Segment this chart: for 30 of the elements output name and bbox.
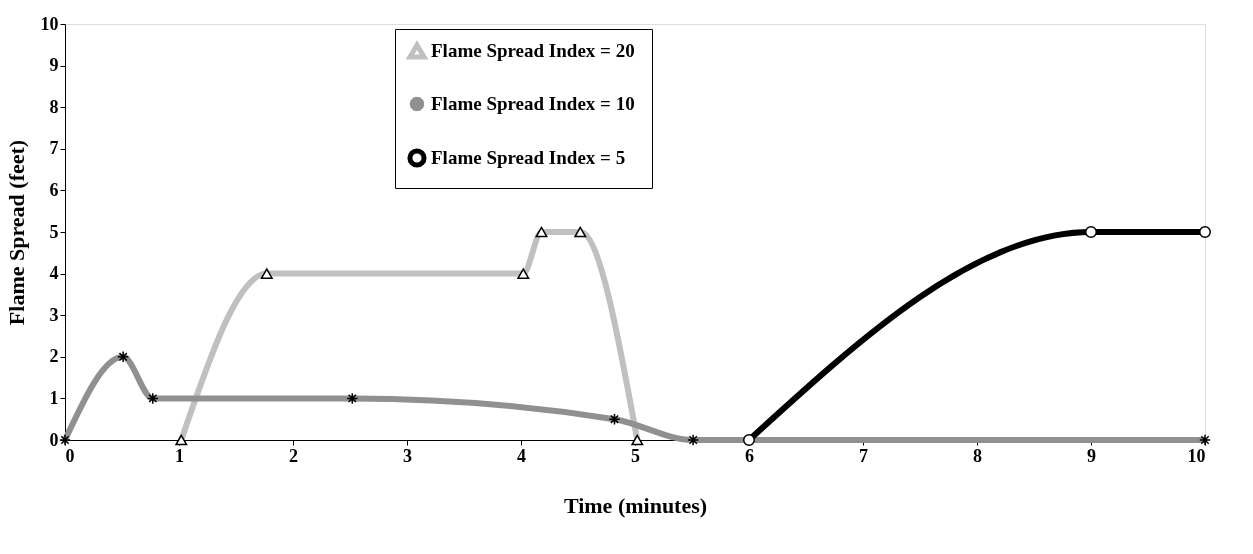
y-tick-label: 0 (49, 429, 59, 450)
y-tick-label: 6 (49, 179, 59, 200)
x-tick-label: 9 (1087, 445, 1096, 466)
legend-label: Flame Spread Index = 5 (431, 147, 626, 168)
point (743, 434, 755, 446)
x-tick-label: 5 (631, 445, 640, 466)
legend-label: Flame Spread Index = 20 (431, 40, 635, 61)
y-axis-title: Flame Spread (feet) (3, 139, 29, 326)
x-axis-title: Time (minutes) (563, 492, 708, 518)
x-tick-label: 10 (1187, 445, 1206, 466)
y-tick-label: 1 (49, 387, 59, 408)
point (1199, 226, 1211, 238)
y-tick-label: 9 (49, 55, 59, 76)
y-tick-label: 7 (49, 138, 59, 159)
y-tick-label: 4 (49, 263, 59, 284)
x-tick-label: 4 (517, 445, 526, 466)
y-tick-label: 3 (49, 304, 59, 325)
y-tick-label: 10 (40, 13, 59, 34)
y-tick-label: 8 (49, 96, 59, 117)
y-tick-label: 5 (49, 221, 59, 242)
x-tick-label: 1 (175, 445, 184, 466)
x-tick-label: 0 (65, 445, 75, 466)
legend-label: Flame Spread Index = 10 (431, 93, 635, 114)
x-tick-label: 6 (745, 445, 754, 466)
x-tick-label: 3 (403, 445, 412, 466)
x-tick-label: 7 (859, 445, 868, 466)
x-tick-label: 2 (289, 445, 298, 466)
y-tick-label: 2 (49, 346, 59, 367)
x-tick-label: 8 (973, 445, 982, 466)
point (1085, 226, 1097, 238)
